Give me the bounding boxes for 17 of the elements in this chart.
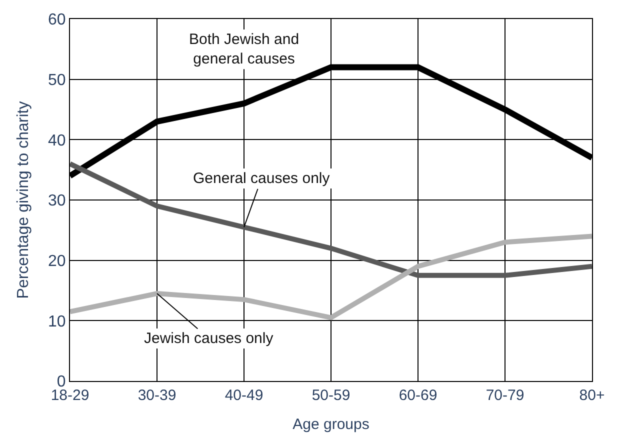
y-tick-label: 30 — [48, 192, 66, 210]
x-axis-title: Age groups — [292, 416, 370, 433]
annotation: Both Jewish and general causes — [189, 31, 300, 68]
y-tick-label: 40 — [48, 132, 66, 150]
x-tick-label: 80+ — [579, 387, 605, 404]
y-axis-title: Percentage giving to charity — [14, 101, 32, 299]
x-tick-label: 50-59 — [312, 387, 350, 404]
y-tick-label: 10 — [48, 313, 66, 330]
x-tick-label: 30-39 — [138, 387, 176, 404]
y-tick-label: 60 — [48, 12, 66, 29]
y-tick-label: 50 — [48, 72, 66, 89]
x-tick-label: 40-49 — [224, 387, 264, 404]
annotation: Jewish causes only — [144, 330, 274, 347]
x-tick-label: 60-69 — [398, 387, 438, 404]
annotation: General causes only — [193, 170, 330, 187]
x-tick-label: 70-79 — [486, 387, 524, 404]
y-tick-label: 20 — [48, 252, 66, 270]
